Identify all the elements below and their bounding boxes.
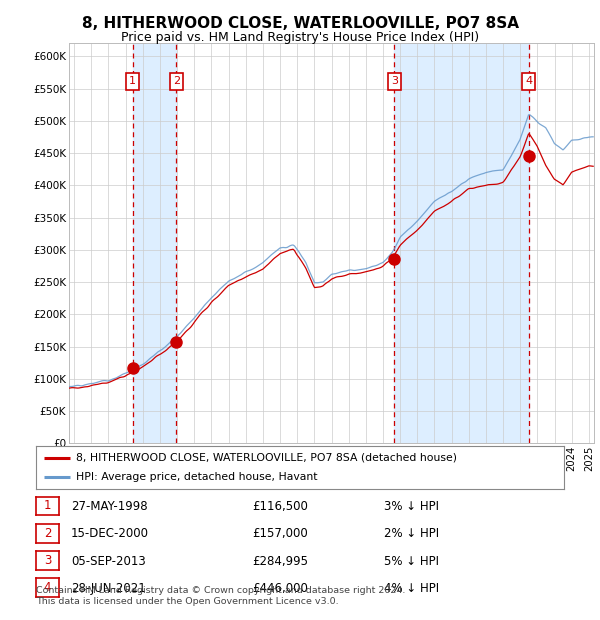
Text: 3: 3: [44, 554, 51, 567]
Text: Contains HM Land Registry data © Crown copyright and database right 2024.
This d: Contains HM Land Registry data © Crown c…: [36, 585, 406, 606]
Text: 05-SEP-2013: 05-SEP-2013: [71, 555, 146, 567]
Bar: [133, 43, 176, 443]
Text: 15-DEC-2000: 15-DEC-2000: [71, 528, 149, 540]
Text: £157,000: £157,000: [252, 528, 308, 540]
Text: HPI: Average price, detached house, Havant: HPI: Average price, detached house, Hava…: [76, 472, 317, 482]
Text: 5% ↓ HPI: 5% ↓ HPI: [384, 555, 439, 567]
Text: 1: 1: [44, 500, 51, 512]
Text: 3% ↓ HPI: 3% ↓ HPI: [384, 500, 439, 513]
Text: 8, HITHERWOOD CLOSE, WATERLOOVILLE, PO7 8SA: 8, HITHERWOOD CLOSE, WATERLOOVILLE, PO7 …: [82, 16, 518, 31]
Text: 4: 4: [525, 76, 532, 86]
Text: £284,995: £284,995: [252, 555, 308, 567]
Text: £116,500: £116,500: [252, 500, 308, 513]
Text: 8, HITHERWOOD CLOSE, WATERLOOVILLE, PO7 8SA (detached house): 8, HITHERWOOD CLOSE, WATERLOOVILLE, PO7 …: [76, 453, 457, 463]
Text: 3: 3: [391, 76, 398, 86]
Text: 2% ↓ HPI: 2% ↓ HPI: [384, 528, 439, 540]
Bar: [394, 43, 529, 443]
Text: 28-JUN-2021: 28-JUN-2021: [71, 582, 146, 595]
Text: 2: 2: [44, 527, 51, 539]
Text: 4: 4: [44, 582, 51, 594]
Text: 4% ↓ HPI: 4% ↓ HPI: [384, 582, 439, 595]
Text: 2: 2: [173, 76, 180, 86]
Text: 1: 1: [129, 76, 136, 86]
Text: £446,000: £446,000: [252, 582, 308, 595]
Text: Price paid vs. HM Land Registry's House Price Index (HPI): Price paid vs. HM Land Registry's House …: [121, 31, 479, 43]
Text: 27-MAY-1998: 27-MAY-1998: [71, 500, 148, 513]
